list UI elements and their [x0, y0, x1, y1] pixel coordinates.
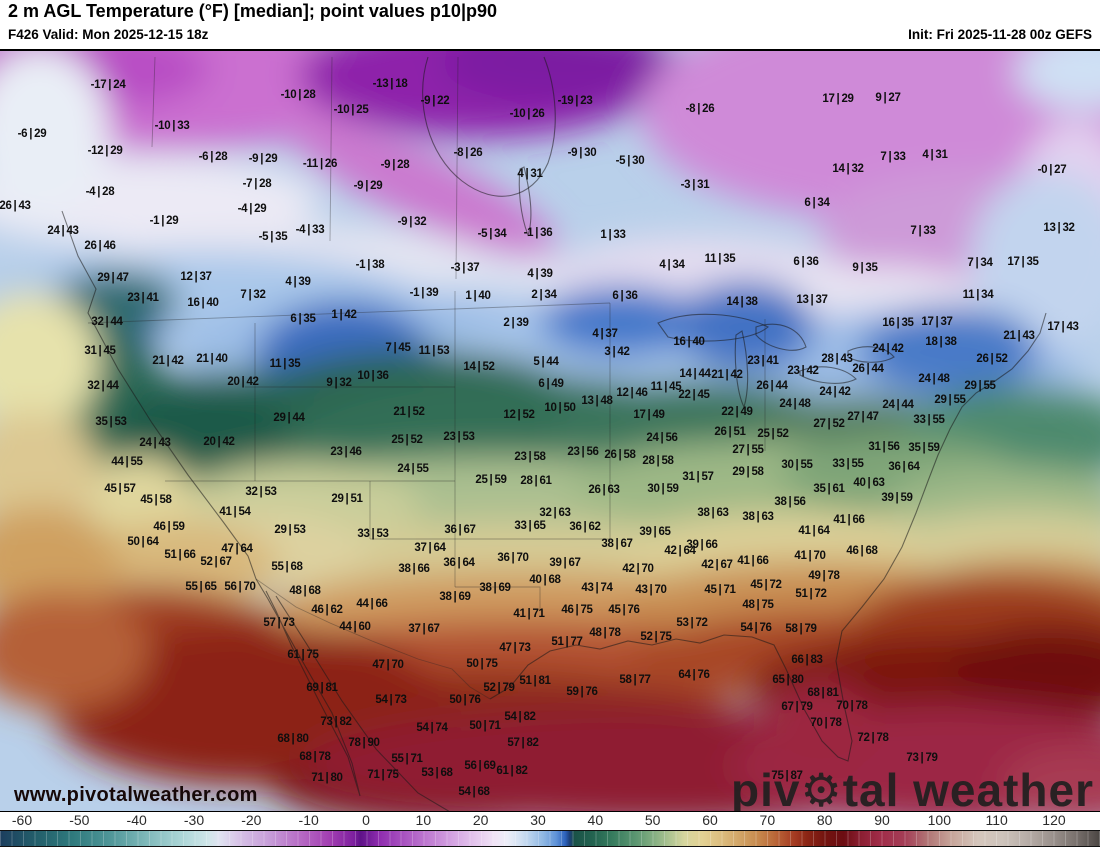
colorbar-tick-label: -50 [69, 812, 90, 828]
colorbar-tick-label: 70 [759, 812, 776, 828]
colorbar-tick-label: -10 [298, 812, 319, 828]
colorbar-gradient [0, 831, 1100, 846]
map-image: -17 | 24 -10 | 28 -10 | 25 -6 | 29 -10 | 33-… [0, 49, 1100, 812]
colorbar-tick-label: 20 [472, 812, 489, 828]
pivotal-weather-logo: piv⚙tal weather [730, 763, 1094, 812]
logo-text-post: tal weather [842, 764, 1094, 812]
colorbar-cell-lines [0, 831, 1100, 846]
colorbar-tick-label: 60 [702, 812, 718, 828]
temperature-field [0, 51, 1100, 811]
colorbar-ticks: -60 -50 -40 -30 -20 -10 0 10 20 30 40 50 60 70 80 90 100… [0, 811, 1100, 830]
colorbar [0, 830, 1100, 847]
gear-icon: ⚙ [800, 764, 843, 812]
watermark: www.pivotalweather.com [14, 784, 258, 806]
colorbar-tick-label: -20 [241, 812, 262, 828]
colorbar-tick-label: 30 [530, 812, 546, 828]
valid-time-label: F426 Valid: Mon 2025-12-15 18z [8, 27, 209, 42]
init-time-label: Init: Fri 2025-11-28 00z GEFS [908, 27, 1092, 42]
colorbar-tick-label: 90 [874, 812, 890, 828]
colorbar-tick-label: 120 [1042, 812, 1066, 828]
colorbar-tick-label: -40 [126, 812, 147, 828]
state-borders [87, 56, 766, 700]
colorbar-tick-label: 0 [362, 812, 370, 828]
colorbar-tick-label: -30 [183, 812, 205, 828]
colorbar-tick-label: 50 [644, 812, 661, 828]
colorbar-tick-label: -60 [11, 812, 33, 828]
colorbar-tick-label: 100 [927, 812, 951, 828]
coastlines [61, 56, 1047, 811]
map-header: 2 m AGL Temperature (°F) [median]; point… [0, 0, 1100, 49]
colorbar-tick-label: 110 [985, 812, 1008, 828]
logo-text-pre: piv [730, 764, 801, 812]
page-title: 2 m AGL Temperature (°F) [median]; point… [8, 1, 497, 21]
colorbar-tick-label: 10 [415, 812, 432, 828]
colorbar-tick-label: 40 [587, 812, 604, 828]
colorbar-tick-label: 80 [816, 812, 833, 828]
